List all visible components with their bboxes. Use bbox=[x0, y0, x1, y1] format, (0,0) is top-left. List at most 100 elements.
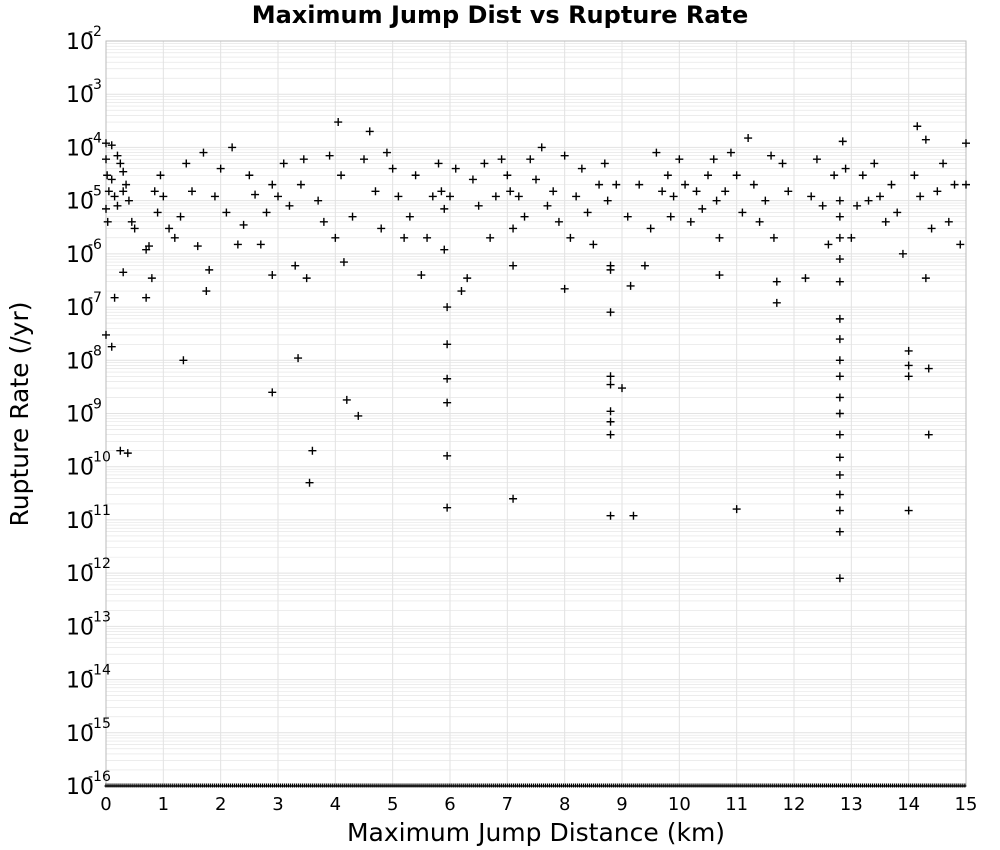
data-point bbox=[933, 187, 942, 196]
data-point bbox=[440, 204, 449, 213]
data-point bbox=[199, 148, 208, 157]
x-tick-label: 2 bbox=[215, 794, 226, 815]
x-tick-label: 7 bbox=[502, 794, 513, 815]
data-point bbox=[566, 233, 575, 242]
data-point bbox=[268, 271, 277, 280]
x-tick-label: 10 bbox=[668, 794, 691, 815]
data-point bbox=[123, 449, 132, 458]
data-point bbox=[560, 151, 569, 160]
y-axis-title: Rupture Rate (/yr) bbox=[5, 302, 34, 527]
chart-title: Maximum Jump Dist vs Rupture Rate bbox=[252, 1, 749, 29]
data-point bbox=[107, 141, 116, 150]
data-point bbox=[440, 245, 449, 254]
data-point bbox=[339, 258, 348, 267]
data-point bbox=[858, 171, 867, 180]
data-point bbox=[325, 151, 334, 160]
y-tick-exponent: -14 bbox=[88, 663, 111, 679]
y-tick-label: 10 bbox=[66, 509, 94, 534]
data-point bbox=[704, 171, 712, 180]
data-point bbox=[686, 217, 695, 226]
y-tick-label: 10 bbox=[66, 403, 94, 428]
x-tick-label: 8 bbox=[559, 794, 570, 815]
data-point bbox=[864, 196, 873, 205]
data-point bbox=[514, 192, 523, 201]
data-point bbox=[377, 224, 386, 233]
data-point bbox=[245, 171, 254, 180]
data-point bbox=[549, 187, 558, 196]
data-point bbox=[744, 134, 753, 143]
data-point bbox=[595, 180, 604, 189]
data-point bbox=[342, 395, 351, 404]
data-point bbox=[532, 175, 540, 184]
data-point bbox=[939, 159, 948, 168]
data-point bbox=[921, 135, 930, 144]
data-point bbox=[600, 159, 609, 168]
data-point bbox=[835, 409, 844, 418]
data-point bbox=[113, 201, 122, 210]
y-tick-exponent: -12 bbox=[88, 556, 111, 572]
data-point bbox=[302, 274, 311, 283]
data-point bbox=[612, 180, 621, 189]
data-point bbox=[560, 284, 569, 293]
data-point bbox=[188, 187, 196, 196]
y-tick-exponent: -15 bbox=[88, 716, 111, 732]
data-point bbox=[962, 180, 970, 189]
data-point bbox=[222, 208, 231, 217]
floor-marks-layer bbox=[104, 783, 967, 788]
data-point bbox=[543, 201, 552, 210]
data-point bbox=[847, 233, 856, 242]
x-axis-title: Maximum Jump Distance (km) bbox=[347, 818, 725, 847]
data-point bbox=[956, 240, 965, 249]
y-tick-label: 10 bbox=[66, 562, 94, 587]
data-point bbox=[715, 271, 724, 280]
data-point bbox=[443, 374, 452, 383]
data-point bbox=[176, 212, 185, 221]
data-point bbox=[268, 180, 277, 189]
data-point bbox=[130, 224, 139, 233]
data-point bbox=[904, 506, 913, 515]
y-tick-label: 10 bbox=[66, 669, 94, 694]
data-point bbox=[147, 274, 156, 283]
data-point bbox=[887, 180, 896, 189]
data-point bbox=[726, 148, 735, 157]
y-tick-exponent: -16 bbox=[88, 769, 111, 785]
data-point bbox=[102, 155, 110, 164]
data-point bbox=[103, 217, 112, 226]
y-tick-exponent: -6 bbox=[88, 237, 102, 253]
data-point bbox=[434, 159, 443, 168]
y-tick-exponent: -8 bbox=[88, 343, 102, 359]
data-point bbox=[428, 192, 437, 201]
data-point bbox=[107, 342, 116, 351]
data-point bbox=[119, 187, 128, 196]
data-point bbox=[835, 314, 844, 323]
data-point bbox=[526, 155, 535, 164]
data-point bbox=[807, 192, 816, 201]
data-point bbox=[801, 274, 810, 283]
data-point bbox=[299, 155, 308, 164]
data-point bbox=[268, 388, 277, 397]
data-point bbox=[913, 122, 922, 131]
data-point bbox=[772, 277, 781, 286]
data-point bbox=[835, 335, 844, 344]
data-point bbox=[853, 201, 862, 210]
x-tick-label: 5 bbox=[387, 794, 398, 815]
data-point bbox=[382, 148, 391, 157]
data-point bbox=[446, 192, 454, 201]
data-point bbox=[360, 155, 368, 164]
data-point bbox=[509, 261, 518, 270]
data-point bbox=[721, 187, 730, 196]
data-point bbox=[210, 192, 219, 201]
data-point bbox=[835, 233, 844, 242]
data-point bbox=[443, 451, 452, 460]
data-point bbox=[962, 139, 970, 148]
data-point bbox=[572, 192, 581, 201]
data-point bbox=[881, 217, 890, 226]
data-point bbox=[577, 164, 586, 173]
data-point bbox=[732, 505, 741, 514]
data-point bbox=[486, 233, 495, 242]
data-point bbox=[110, 192, 119, 201]
data-point bbox=[669, 192, 678, 201]
data-point bbox=[142, 293, 151, 302]
data-point bbox=[279, 159, 288, 168]
